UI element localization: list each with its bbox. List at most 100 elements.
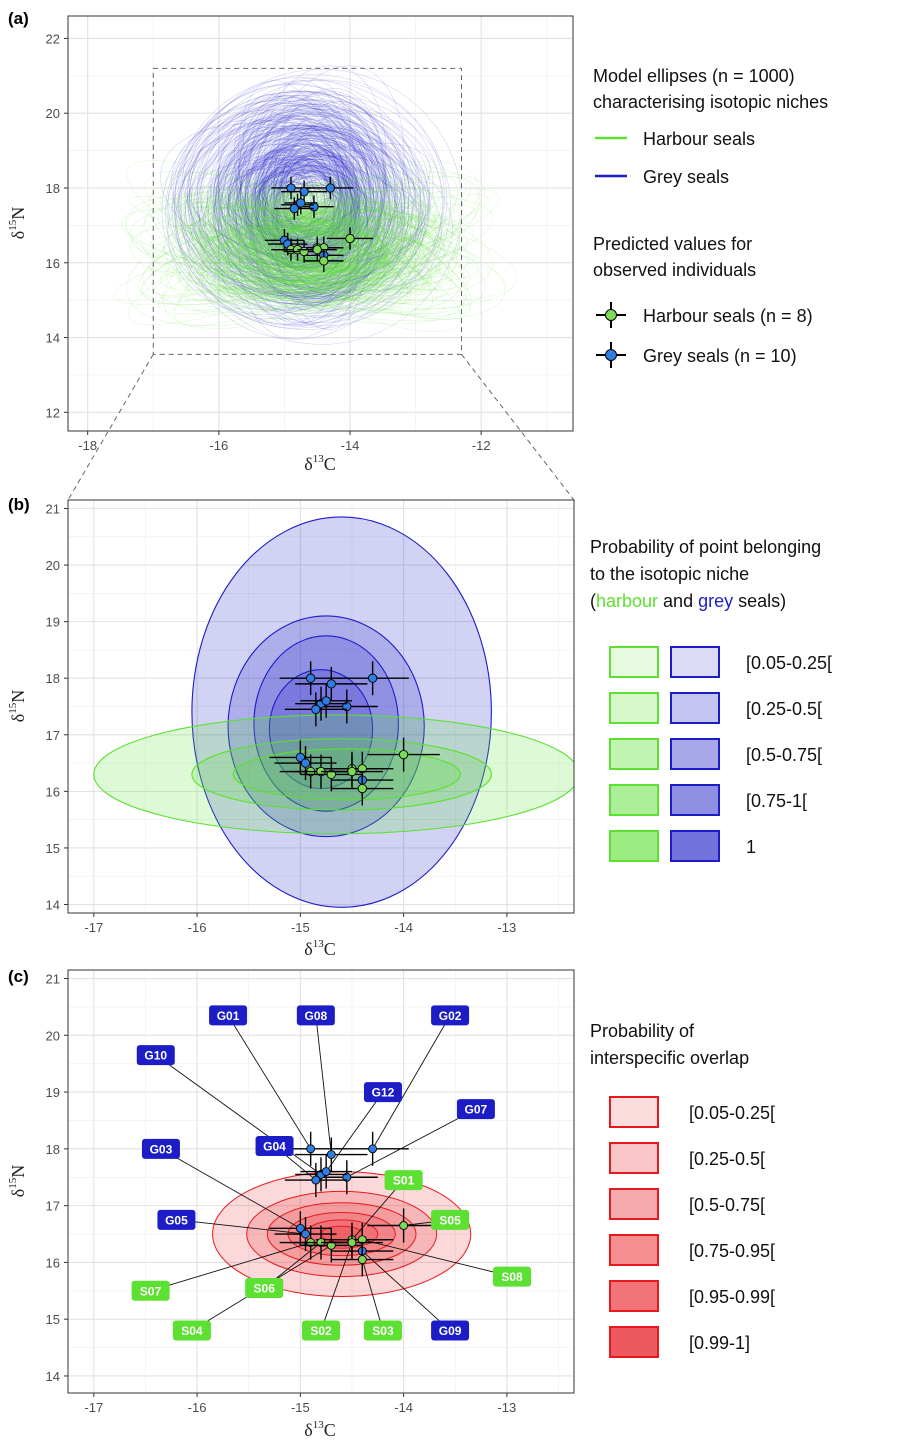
label-text: G07 (465, 1103, 488, 1117)
model-ellipse (160, 123, 420, 276)
panel-b: -17 -16 -15 -14 -13 14 15 16 17 18 19 20 21 δ13C δ15… (7, 499, 575, 959)
model-ellipse (144, 171, 465, 317)
model-ellipse (272, 115, 367, 286)
model-ellipse (225, 222, 368, 282)
plot-frame-b (67, 499, 575, 914)
model-ellipse (240, 90, 348, 325)
model-ellipse (276, 154, 369, 248)
model-ellipse (159, 217, 436, 291)
model-ellipse (227, 222, 395, 286)
zoom-line-left (67, 354, 154, 501)
label-box (172, 1320, 211, 1341)
model-ellipse (220, 128, 358, 274)
model-ellipse (236, 117, 379, 304)
label-S07: S07 (131, 1280, 170, 1301)
model-ellipse (159, 178, 453, 304)
legend-b-harbour-swatch (609, 830, 659, 862)
model-ellipse (238, 80, 359, 329)
model-ellipse (194, 125, 424, 299)
model-ellipse (264, 151, 359, 245)
model-ellipse (263, 80, 369, 330)
model-ellipse (238, 126, 335, 261)
model-ellipse (257, 211, 386, 302)
panel-label-b: (b) (8, 495, 30, 514)
model-ellipse (230, 207, 359, 286)
panel-label-c: (c) (8, 967, 29, 986)
model-ellipse (258, 204, 380, 284)
model-ellipse (211, 201, 384, 291)
model-ellipse (240, 127, 371, 282)
model-ellipse (209, 211, 399, 301)
model-ellipse (238, 203, 352, 280)
model-ellipse (221, 219, 408, 296)
point-marker (299, 246, 309, 257)
leader-line-G07 (346, 1108, 477, 1178)
model-ellipse (230, 103, 405, 307)
x-tick-label: -17 (84, 1400, 103, 1415)
y-tick-label: 19 (46, 615, 60, 630)
point-G02 (336, 661, 409, 696)
model-ellipse (217, 156, 363, 247)
model-ellipse (260, 228, 337, 271)
legend-harbour-point-label: Harbour seals (n = 8) (643, 306, 813, 326)
model-ellipse (236, 193, 370, 312)
leader-line-S07 (150, 1242, 311, 1292)
y-tick-label: 22 (46, 31, 60, 46)
point-marker (309, 202, 319, 212)
label-S08: S08 (493, 1266, 532, 1287)
model-ellipse (127, 175, 467, 326)
model-ellipse (255, 207, 393, 271)
model-ellipse (279, 219, 340, 271)
model-ellipse (245, 90, 385, 306)
model-ellipse (177, 217, 474, 295)
model-ellipse (219, 209, 387, 298)
model-ellipse (262, 128, 361, 292)
label-box (456, 1099, 495, 1120)
model-ellipse (220, 203, 439, 295)
model-ellipse (254, 116, 350, 298)
inset-box (152, 67, 463, 355)
model-ellipse (183, 173, 472, 319)
label-text: G02 (439, 1009, 462, 1023)
legend-harbour-line-label: Harbour seals (643, 129, 755, 149)
model-ellipse (242, 129, 390, 265)
label-text: G05 (165, 1213, 188, 1227)
model-ellipse (246, 218, 408, 293)
label-text: S05 (439, 1213, 461, 1227)
model-ellipse (226, 236, 367, 269)
y-tick-label: 14 (46, 898, 60, 913)
individual-labels: G01 G08 G02 G10 G12 G07 G03 G04 S01 G05 S05 S08 S07 S… (131, 1005, 532, 1341)
leader-line-G12 (325, 1091, 384, 1172)
model-ellipse (281, 142, 353, 266)
model-ellipse (205, 126, 393, 297)
legend-b-grey-swatch (670, 830, 720, 862)
point-S02 (297, 238, 337, 261)
label-G07: G07 (456, 1099, 495, 1120)
model-ellipse (266, 209, 384, 285)
point-marker (299, 187, 309, 197)
model-ellipse (257, 207, 394, 273)
label-G08: G08 (296, 1005, 335, 1026)
model-ellipse (287, 169, 334, 233)
model-ellipse (265, 228, 366, 265)
model-ellipse (197, 189, 392, 289)
model-ellipse (264, 188, 356, 223)
point-G04 (284, 692, 347, 727)
model-ellipse (200, 218, 384, 285)
x-tick-label: -14 (341, 438, 360, 453)
model-ellipse (269, 173, 346, 236)
model-ellipse (194, 207, 400, 275)
legend-b-class-label: [0.5-0.75[ (746, 745, 822, 765)
model-ellipse (226, 219, 388, 276)
model-ellipse (216, 169, 354, 237)
model-ellipse (172, 212, 458, 301)
point-marker (295, 752, 305, 763)
model-ellipse (183, 198, 467, 315)
point-marker (347, 1238, 357, 1247)
model-ellipse (128, 196, 456, 291)
point-marker (321, 1167, 331, 1177)
model-ellipse (215, 130, 359, 271)
point-S05 (367, 737, 440, 772)
y-tick-label: 17 (46, 728, 60, 743)
model-ellipse (237, 178, 348, 229)
